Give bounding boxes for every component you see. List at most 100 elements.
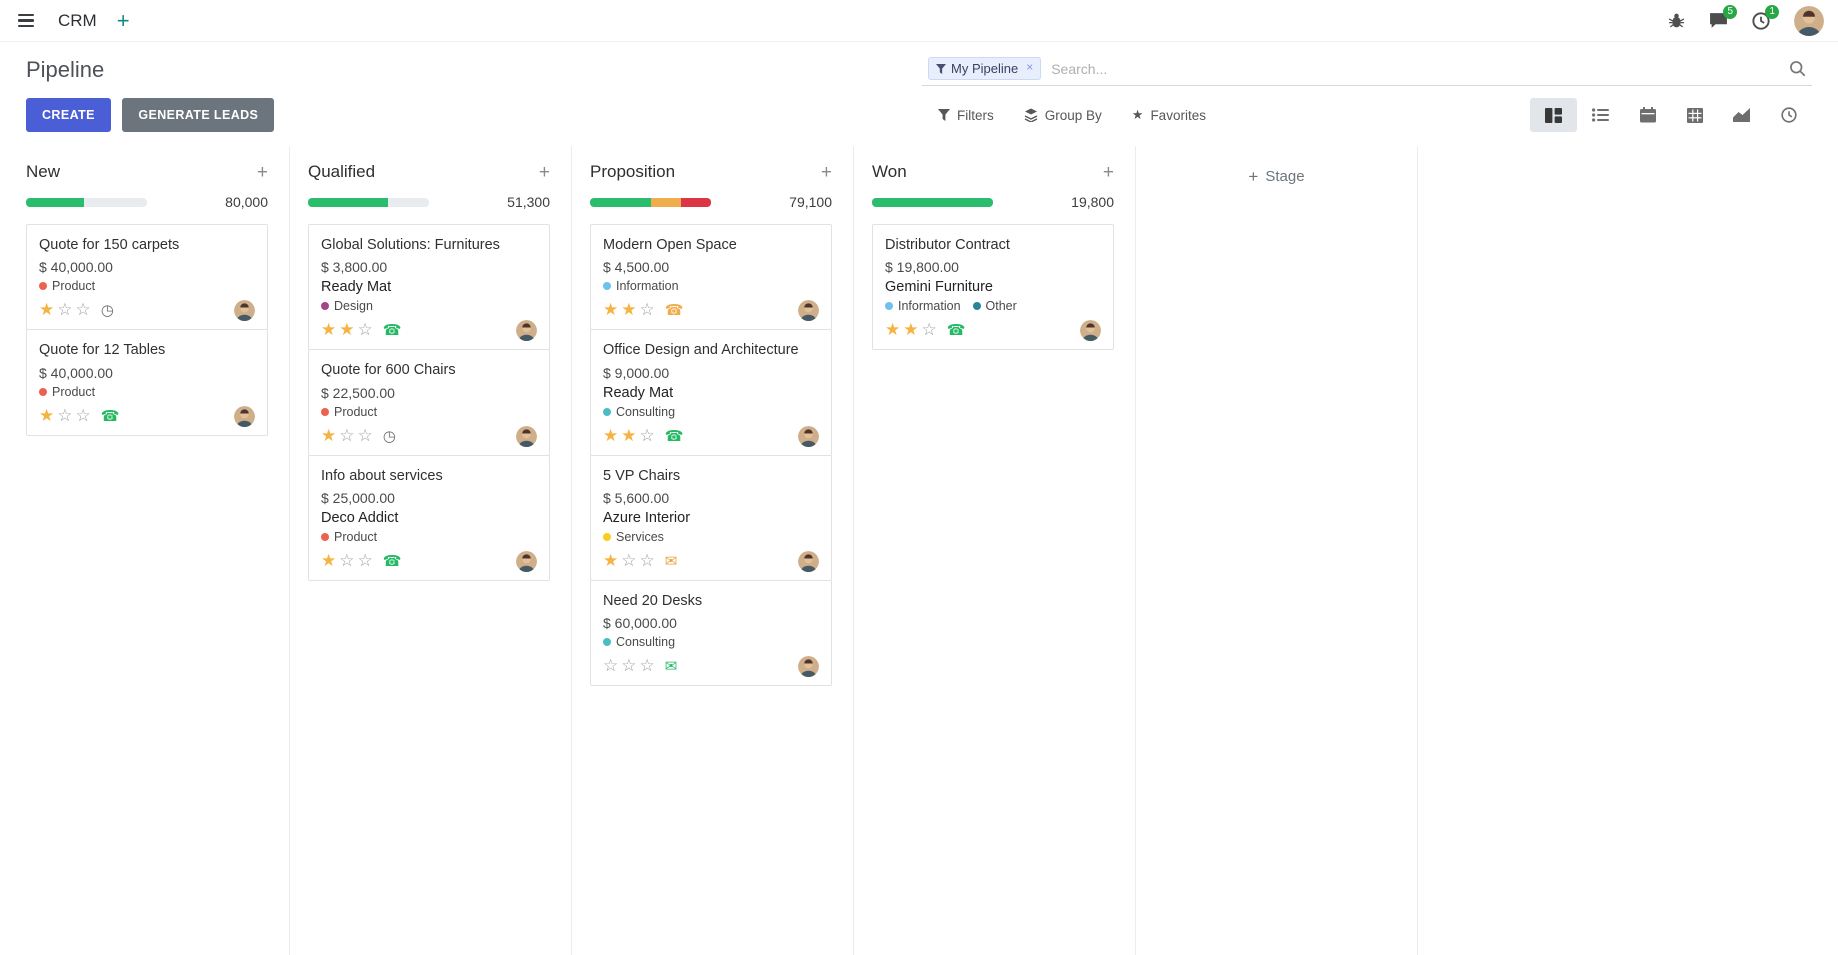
phone-activity-icon[interactable]: ☎ xyxy=(382,322,402,340)
envelope-activity-icon[interactable]: ✉ xyxy=(664,658,678,676)
favorites-toggle[interactable]: ★ Favorites xyxy=(1131,107,1206,123)
quick-create-icon[interactable]: + xyxy=(116,7,130,33)
kanban-card[interactable]: Quote for 150 carpets $ 40,000.00 Produc… xyxy=(26,224,268,331)
priority-star-empty-icon[interactable]: ☆ xyxy=(75,405,91,425)
add-record-icon[interactable]: + xyxy=(538,161,550,183)
priority-star-empty-icon[interactable]: ☆ xyxy=(603,656,619,676)
priority-star-filled-icon[interactable]: ★ xyxy=(603,425,619,445)
priority-star-empty-icon[interactable]: ☆ xyxy=(339,425,355,445)
kanban-card[interactable]: 5 VP Chairs $ 5,600.00 Azure Interior Se… xyxy=(590,454,832,581)
priority-star-filled-icon[interactable]: ★ xyxy=(321,550,337,570)
salesperson-avatar[interactable] xyxy=(234,300,255,322)
priority-star-empty-icon[interactable]: ☆ xyxy=(639,300,655,320)
column-progressbar[interactable] xyxy=(590,197,711,207)
priority-star-filled-icon[interactable]: ★ xyxy=(603,300,619,320)
progress-segment[interactable] xyxy=(650,197,681,207)
graph-view-icon[interactable] xyxy=(1718,98,1765,132)
priority-star-filled-icon[interactable]: ★ xyxy=(885,320,901,340)
app-name[interactable]: CRM xyxy=(58,10,97,30)
kanban-view-icon[interactable] xyxy=(1530,98,1577,132)
kanban-card[interactable]: Global Solutions: Furnitures $ 3,800.00 … xyxy=(308,224,550,351)
pivot-view-icon[interactable] xyxy=(1671,98,1718,132)
kanban-card[interactable]: Quote for 600 Chairs $ 22,500.00 Product… xyxy=(308,349,550,456)
salesperson-avatar[interactable] xyxy=(798,550,819,572)
progress-segment[interactable] xyxy=(872,197,993,207)
priority-star-empty-icon[interactable]: ☆ xyxy=(357,320,373,340)
card-title: Need 20 Desks xyxy=(603,592,703,609)
phone-activity-icon[interactable]: ☎ xyxy=(100,407,120,425)
facet-close-icon[interactable]: × xyxy=(1026,60,1034,74)
phone-activity-icon[interactable]: ☎ xyxy=(664,427,684,445)
priority-star-empty-icon[interactable]: ☆ xyxy=(639,425,655,445)
kanban-card[interactable]: Quote for 12 Tables $ 40,000.00 Product … xyxy=(26,329,268,436)
generate-leads-button[interactable]: GENERATE LEADS xyxy=(122,98,275,132)
activity-view-icon[interactable] xyxy=(1765,98,1812,132)
card-footer: ★ ☆ ☆ ✉ xyxy=(603,550,819,572)
progress-segment[interactable] xyxy=(308,197,388,207)
apps-menu-icon[interactable] xyxy=(14,10,38,31)
phone-activity-icon[interactable]: ☎ xyxy=(664,302,684,320)
add-record-icon[interactable]: + xyxy=(256,161,268,183)
kanban-card[interactable]: Need 20 Desks $ 60,000.00 Consulting ☆ ☆ ☆… xyxy=(590,579,832,687)
clock-activity-icon[interactable]: ◷ xyxy=(100,302,114,320)
salesperson-avatar[interactable] xyxy=(234,405,255,427)
user-avatar[interactable] xyxy=(1794,5,1824,36)
salesperson-avatar[interactable] xyxy=(798,300,819,322)
priority-star-filled-icon[interactable]: ★ xyxy=(321,320,337,340)
salesperson-avatar[interactable] xyxy=(798,656,819,678)
priority-star-empty-icon[interactable]: ☆ xyxy=(75,300,91,320)
priority-star-filled-icon[interactable]: ★ xyxy=(321,425,337,445)
search-icon[interactable] xyxy=(1789,60,1806,77)
progress-segment[interactable] xyxy=(590,197,651,207)
priority-star-filled-icon[interactable]: ★ xyxy=(39,405,55,425)
salesperson-avatar[interactable] xyxy=(1080,320,1101,342)
kanban-card[interactable]: Office Design and Architecture $ 9,000.0… xyxy=(590,329,832,456)
priority-star-filled-icon[interactable]: ★ xyxy=(621,425,637,445)
priority-star-empty-icon[interactable]: ☆ xyxy=(639,550,655,570)
salesperson-avatar[interactable] xyxy=(798,425,819,447)
column-progressbar[interactable] xyxy=(308,197,429,207)
phone-activity-icon[interactable]: ☎ xyxy=(382,552,402,570)
search-input[interactable] xyxy=(1051,60,1789,77)
salesperson-avatar[interactable] xyxy=(516,425,537,447)
messages-icon[interactable]: 5 xyxy=(1709,5,1737,29)
activities-clock-icon[interactable]: 1 xyxy=(1752,4,1779,30)
salesperson-avatar[interactable] xyxy=(516,550,537,572)
kanban-card[interactable]: Distributor Contract $ 19,800.00 Gemini … xyxy=(872,224,1114,351)
salesperson-avatar[interactable] xyxy=(516,320,537,342)
priority-star-empty-icon[interactable]: ☆ xyxy=(621,550,637,570)
priority-star-empty-icon[interactable]: ☆ xyxy=(57,300,73,320)
add-record-icon[interactable]: + xyxy=(1102,161,1114,183)
priority-star-empty-icon[interactable]: ☆ xyxy=(621,656,637,676)
priority-star-filled-icon[interactable]: ★ xyxy=(339,320,355,340)
add-record-icon[interactable]: + xyxy=(820,161,832,183)
priority-star-empty-icon[interactable]: ☆ xyxy=(357,425,373,445)
column-title: New xyxy=(26,162,61,181)
calendar-view-icon[interactable] xyxy=(1624,98,1671,132)
priority-star-empty-icon[interactable]: ☆ xyxy=(639,656,655,676)
priority-star-empty-icon[interactable]: ☆ xyxy=(57,405,73,425)
priority-star-empty-icon[interactable]: ☆ xyxy=(357,550,373,570)
progress-segment[interactable] xyxy=(680,197,711,207)
kanban-card[interactable]: Modern Open Space $ 4,500.00 Information… xyxy=(590,224,832,331)
priority-star-filled-icon[interactable]: ★ xyxy=(39,300,55,320)
add-stage-button[interactable]: + Stage xyxy=(1248,167,1305,186)
progress-segment[interactable] xyxy=(26,197,85,207)
priority-star-filled-icon[interactable]: ★ xyxy=(603,550,619,570)
priority-star-empty-icon[interactable]: ☆ xyxy=(921,320,937,340)
create-button[interactable]: CREATE xyxy=(26,98,111,132)
list-view-icon[interactable] xyxy=(1577,98,1624,132)
column-progressbar[interactable] xyxy=(26,197,147,207)
column-progressbar[interactable] xyxy=(872,197,993,207)
clock-activity-icon[interactable]: ◷ xyxy=(382,427,396,445)
priority-star-empty-icon[interactable]: ☆ xyxy=(339,550,355,570)
envelope-activity-icon[interactable]: ✉ xyxy=(664,552,678,570)
priority-star-filled-icon[interactable]: ★ xyxy=(903,320,919,340)
priority-star-filled-icon[interactable]: ★ xyxy=(621,300,637,320)
search-facet[interactable]: My Pipeline × xyxy=(928,57,1042,80)
kanban-card[interactable]: Info about services $ 25,000.00 Deco Add… xyxy=(308,454,550,581)
phone-activity-icon[interactable]: ☎ xyxy=(946,322,966,340)
filters-toggle[interactable]: Filters xyxy=(938,108,994,123)
group-by-toggle[interactable]: Group By xyxy=(1024,108,1102,123)
debug-bug-icon[interactable] xyxy=(1668,12,1685,29)
